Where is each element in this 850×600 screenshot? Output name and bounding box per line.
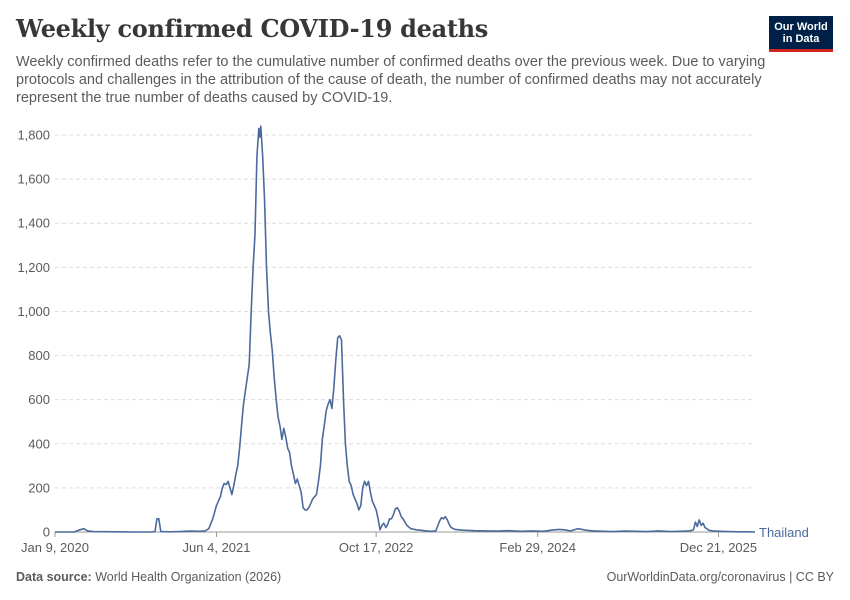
y-tick-label: 800 bbox=[28, 348, 50, 363]
y-tick-label: 600 bbox=[28, 392, 50, 407]
y-tick-label: 0 bbox=[43, 525, 50, 540]
logo-line-2: in Data bbox=[782, 33, 820, 45]
owid-logo[interactable]: Our World in Data bbox=[769, 16, 833, 52]
series-label-thailand: Thailand bbox=[759, 525, 809, 540]
x-tick-label: Jun 4, 2021 bbox=[183, 540, 251, 555]
footer-link[interactable]: OurWorldinData.org/coronavirus | CC BY bbox=[606, 570, 834, 584]
y-tick-label: 1,000 bbox=[17, 304, 50, 319]
data-source: Data source: World Health Organization (… bbox=[16, 570, 281, 584]
y-tick-label: 1,800 bbox=[17, 128, 50, 143]
data-source-label: Data source: bbox=[16, 570, 92, 584]
data-source-text[interactable]: World Health Organization (2026) bbox=[95, 570, 282, 584]
x-tick-label: Oct 17, 2022 bbox=[339, 540, 413, 555]
y-tick-label: 400 bbox=[28, 436, 50, 451]
chart-subtitle: Weekly confirmed deaths refer to the cum… bbox=[16, 54, 766, 106]
y-tick-label: 1,200 bbox=[17, 260, 50, 275]
y-tick-label: 1,600 bbox=[17, 172, 50, 187]
logo-line-1: Our World bbox=[774, 21, 828, 33]
x-tick-label: Dec 21, 2025 bbox=[680, 540, 757, 555]
y-tick-label: 1,400 bbox=[17, 216, 50, 231]
chart-title: Weekly confirmed COVID-19 deaths bbox=[16, 14, 488, 43]
x-tick-label: Jan 9, 2020 bbox=[21, 540, 89, 555]
series-line-thailand bbox=[55, 125, 756, 533]
y-tick-label: 200 bbox=[28, 480, 50, 495]
x-tick-label: Feb 29, 2024 bbox=[499, 540, 576, 555]
